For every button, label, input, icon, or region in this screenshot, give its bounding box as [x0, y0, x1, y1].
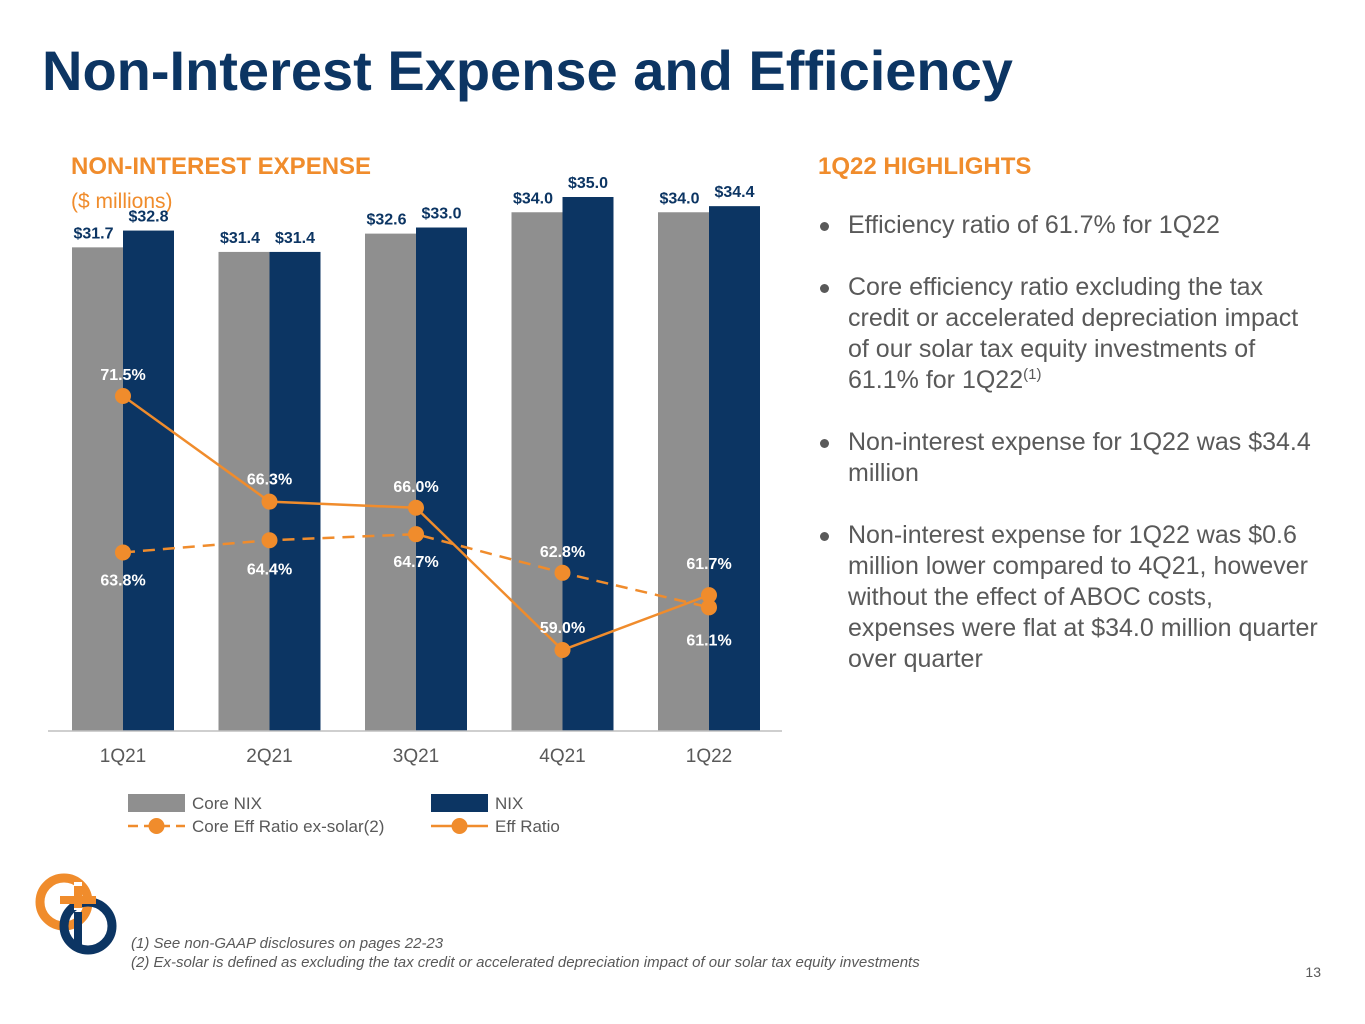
- core-eff-ratio-ex-solar-2-point: [701, 599, 717, 616]
- bank-logo-icon: [35, 873, 117, 955]
- core-nix-data-label: $32.6: [366, 212, 406, 229]
- eff-ratio-point: [701, 587, 717, 604]
- nix-bar: [269, 251, 321, 731]
- core-eff-ratio-ex-solar-2-point: [115, 544, 131, 561]
- x-tick-label: 2Q21: [246, 746, 292, 767]
- core-eff-ratio-ex-solar-2-data-label: 62.8%: [540, 544, 585, 561]
- nix-data-label: $34.4: [714, 184, 754, 201]
- eff-ratio-data-label: 61.7%: [686, 556, 731, 573]
- footnotes: (1) See non-GAAP disclosures on pages 22…: [131, 934, 920, 972]
- eff-ratio-point: [408, 499, 424, 516]
- highlights-heading: 1Q22 HIGHLIGHTS: [818, 153, 1032, 180]
- legend-swatch: [431, 794, 488, 812]
- legend-label: Eff Ratio: [495, 817, 560, 836]
- highlights-list: Efficiency ratio of 61.7% for 1Q22 Core …: [818, 210, 1318, 706]
- core-nix-bar: [365, 233, 416, 732]
- x-tick-label: 4Q21: [539, 746, 585, 767]
- legend-label: Core NIX: [192, 794, 262, 813]
- highlight-item: Efficiency ratio of 61.7% for 1Q22: [818, 210, 1318, 241]
- core-nix-bar: [658, 212, 709, 731]
- page-title: Non-Interest Expense and Efficiency: [42, 39, 1013, 102]
- nix-bar: [562, 197, 614, 731]
- footnote-ref: (1): [1023, 366, 1042, 383]
- eff-ratio-data-label: 66.0%: [393, 479, 438, 496]
- nix-data-label: $31.4: [275, 230, 315, 247]
- chart-units-label: ($ millions): [71, 190, 173, 213]
- core-eff-ratio-ex-solar-2-point: [261, 532, 278, 549]
- non-interest-expense-chart: $31.7 $32.8 1Q21 $31.4 $31.4 2Q21 $32.6 $33.0 3Q…: [48, 175, 782, 836]
- highlight-item: Non-interest expense for 1Q22 was $0.6 m…: [818, 520, 1318, 675]
- core-eff-ratio-ex-solar-2-data-label: 64.4%: [247, 561, 292, 578]
- core-eff-ratio-ex-solar-2-point: [408, 526, 424, 543]
- core-nix-bar: [511, 212, 563, 731]
- eff-ratio-data-label: 66.3%: [247, 472, 292, 489]
- eff-ratio-point: [261, 493, 278, 510]
- highlight-item: Non-interest expense for 1Q22 was $34.4 …: [818, 427, 1318, 489]
- legend-swatch-marker: [148, 818, 165, 834]
- core-eff-ratio-ex-solar-2-data-label: 61.1%: [686, 632, 731, 649]
- x-tick-label: 1Q22: [686, 746, 732, 767]
- core-nix-data-label: $31.7: [73, 225, 113, 242]
- core-nix-data-label: $34.0: [513, 190, 553, 207]
- eff-ratio-point: [554, 642, 571, 658]
- legend-label: NIX: [495, 794, 523, 813]
- core-nix-bar: [218, 251, 270, 731]
- nix-data-label: $33.0: [421, 206, 461, 223]
- legend-label: Core Eff Ratio ex-solar(2): [192, 817, 384, 836]
- nix-bar: [416, 227, 467, 731]
- highlight-item: Core efficiency ratio excluding the tax …: [818, 272, 1318, 396]
- core-eff-ratio-ex-solar-2-point: [554, 564, 571, 581]
- chart-section-heading: NON-INTEREST EXPENSE: [71, 153, 372, 180]
- eff-ratio-data-label: 71.5%: [100, 367, 145, 384]
- page-number: 13: [1305, 964, 1321, 980]
- eff-ratio-data-label: 59.0%: [540, 620, 585, 637]
- nix-data-label: $35.0: [568, 175, 608, 192]
- core-eff-ratio-ex-solar-2-data-label: 64.7%: [393, 554, 438, 571]
- footnote-2: (2) Ex-solar is defined as excluding the…: [131, 954, 920, 971]
- core-nix-bar: [72, 247, 123, 731]
- nix-bar: [123, 230, 174, 731]
- legend-swatch: [128, 794, 185, 812]
- core-eff-ratio-ex-solar-2-data-label: 63.8%: [100, 572, 145, 589]
- nix-bar: [709, 206, 760, 731]
- nix-data-label: $32.8: [128, 209, 168, 226]
- eff-ratio-point: [115, 388, 131, 404]
- core-nix-data-label: $31.4: [220, 230, 260, 247]
- core-nix-data-label: $34.0: [659, 190, 699, 207]
- legend-swatch-marker: [451, 818, 468, 834]
- x-tick-label: 1Q21: [100, 746, 146, 767]
- footnote-1: (1) See non-GAAP disclosures on pages 22…: [131, 935, 444, 952]
- x-tick-label: 3Q21: [393, 746, 439, 767]
